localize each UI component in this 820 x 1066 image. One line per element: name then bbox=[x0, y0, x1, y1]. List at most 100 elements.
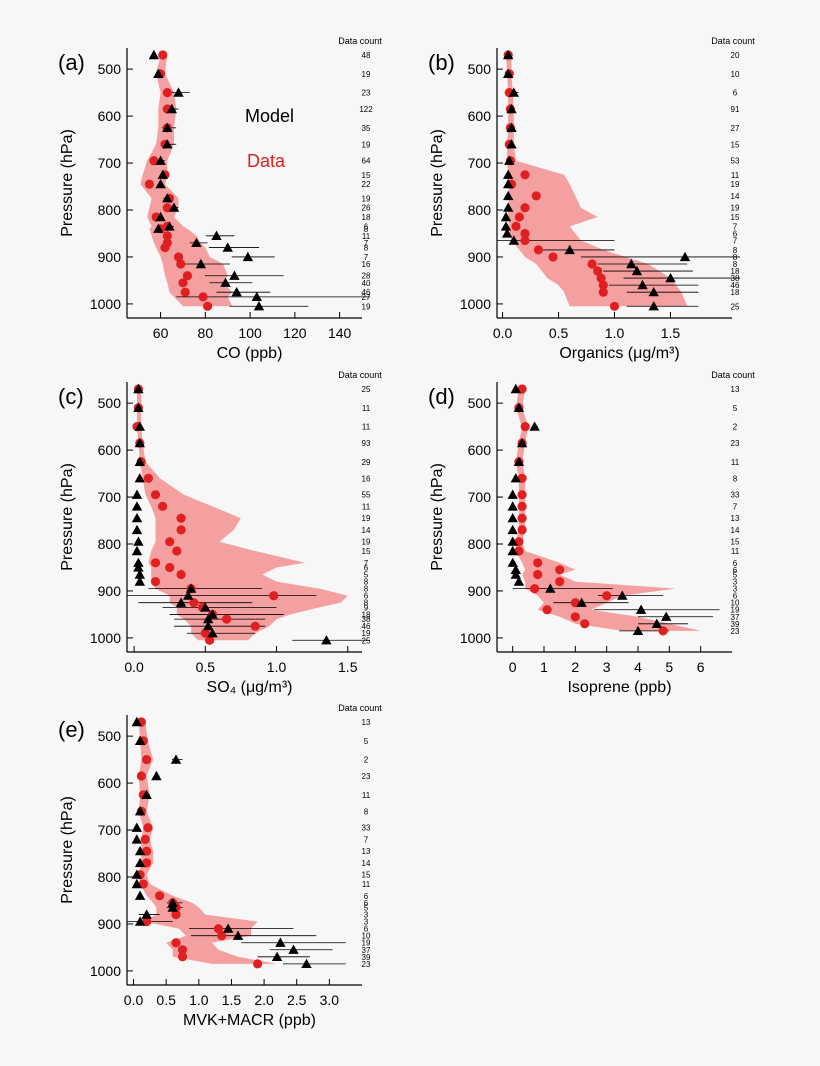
data-count-value: 39 bbox=[731, 620, 740, 629]
data-count-value: 23 bbox=[362, 960, 371, 969]
model-point bbox=[168, 202, 180, 212]
data-point bbox=[570, 612, 580, 622]
data-count-value: 46 bbox=[731, 281, 740, 290]
y-tick-label: 900 bbox=[468, 583, 492, 599]
data-count-value: 7 bbox=[364, 239, 369, 248]
x-tick-label: 120 bbox=[283, 325, 307, 341]
data-count-value: 13 bbox=[362, 847, 371, 856]
model-point bbox=[162, 139, 173, 149]
data-point bbox=[158, 50, 168, 60]
data-count-value: 11 bbox=[731, 458, 740, 467]
model-point bbox=[503, 179, 514, 189]
model-point bbox=[231, 287, 242, 297]
model-point bbox=[191, 237, 202, 247]
y-tick-label: 500 bbox=[468, 395, 492, 411]
model-point bbox=[134, 456, 145, 466]
data-count-value: 11 bbox=[731, 547, 740, 556]
data-count-value: 25 bbox=[362, 636, 371, 645]
data-count-value: 23 bbox=[362, 772, 371, 781]
x-tick-label: 1.0 bbox=[267, 659, 287, 675]
y-axis-label: Pressure (hPa) bbox=[59, 463, 76, 571]
panel-a: 500 600 700 800 900 1000 60 80 100 120 140 CO (ppb)… bbox=[58, 36, 382, 362]
model-point bbox=[173, 87, 184, 97]
data-count-value: 6 bbox=[364, 563, 369, 572]
data-count-value: 8 bbox=[364, 578, 369, 587]
data-count-value: 8 bbox=[364, 225, 369, 234]
model-point bbox=[507, 501, 518, 511]
x-tick-label: 0.0 bbox=[124, 659, 144, 675]
data-point bbox=[269, 591, 279, 601]
model-point bbox=[507, 545, 518, 556]
model-point bbox=[134, 857, 146, 868]
model-point bbox=[134, 846, 146, 856]
model-point bbox=[564, 244, 575, 255]
model-point bbox=[220, 277, 231, 287]
model-point bbox=[157, 169, 168, 179]
x-tick-label: 60 bbox=[153, 325, 169, 341]
x-tick-label: 3.0 bbox=[320, 992, 340, 1008]
model-point bbox=[131, 869, 142, 879]
y-tick-label: 1000 bbox=[90, 296, 121, 312]
model-point bbox=[665, 272, 676, 283]
data-point bbox=[520, 170, 530, 180]
model-point bbox=[207, 609, 218, 619]
data-count-value: 5 bbox=[364, 737, 369, 746]
data-count-value: 6 bbox=[733, 89, 738, 98]
model-point bbox=[162, 122, 173, 132]
model-point bbox=[153, 223, 164, 233]
data-point bbox=[160, 243, 170, 253]
y-tick-label: 800 bbox=[468, 202, 492, 218]
data-count-value: 6 bbox=[733, 592, 738, 601]
data-count-value: 19 bbox=[731, 180, 740, 189]
data-count-value: 6 bbox=[733, 229, 738, 238]
y-tick-label: 700 bbox=[98, 155, 122, 171]
model-point bbox=[506, 103, 517, 114]
model-point bbox=[545, 583, 556, 593]
data-point bbox=[514, 212, 525, 222]
model-point bbox=[513, 576, 525, 586]
model-point bbox=[166, 103, 177, 114]
data-point bbox=[598, 287, 608, 297]
data-count-value: 7 bbox=[733, 222, 738, 231]
y-tick-label: 700 bbox=[98, 822, 122, 838]
data-point bbox=[520, 203, 530, 213]
model-point bbox=[648, 301, 659, 311]
panel-label: (c) bbox=[58, 384, 84, 409]
model-point bbox=[133, 562, 144, 572]
model-point bbox=[275, 937, 286, 947]
data-count-value: 8 bbox=[733, 260, 738, 269]
data-point bbox=[176, 525, 186, 535]
model-point bbox=[503, 49, 514, 60]
x-tick-label: 2.0 bbox=[254, 992, 274, 1008]
data-point bbox=[548, 252, 558, 262]
data-count-value: 28 bbox=[362, 272, 371, 281]
x-tick-label: 80 bbox=[198, 325, 214, 341]
y-tick-label: 800 bbox=[98, 202, 122, 218]
data-count-value: 55 bbox=[362, 491, 371, 500]
data-count-value: 5 bbox=[733, 571, 738, 580]
model-point bbox=[507, 524, 518, 535]
data-count-value: 23 bbox=[362, 89, 371, 98]
model-point bbox=[504, 155, 515, 165]
data-point bbox=[222, 614, 232, 624]
y-tick-label: 800 bbox=[98, 536, 122, 552]
model-point bbox=[134, 437, 145, 448]
data-point bbox=[162, 203, 172, 213]
data-point bbox=[602, 591, 612, 601]
model-point bbox=[134, 576, 145, 586]
data-point bbox=[142, 917, 152, 927]
data-count-value: 27 bbox=[731, 124, 740, 133]
model-point bbox=[155, 155, 166, 165]
data-point bbox=[530, 584, 540, 594]
data-count-value: 15 bbox=[731, 140, 740, 149]
x-tick-label: 0.0 bbox=[493, 325, 513, 341]
model-point bbox=[626, 258, 637, 269]
y-tick-label: 1000 bbox=[460, 630, 491, 646]
data-point bbox=[253, 959, 263, 969]
data-count-value: 11 bbox=[731, 171, 740, 180]
model-point bbox=[131, 545, 143, 556]
data-count-value: 19 bbox=[731, 606, 740, 615]
x-tick-label: 0.5 bbox=[549, 325, 569, 341]
